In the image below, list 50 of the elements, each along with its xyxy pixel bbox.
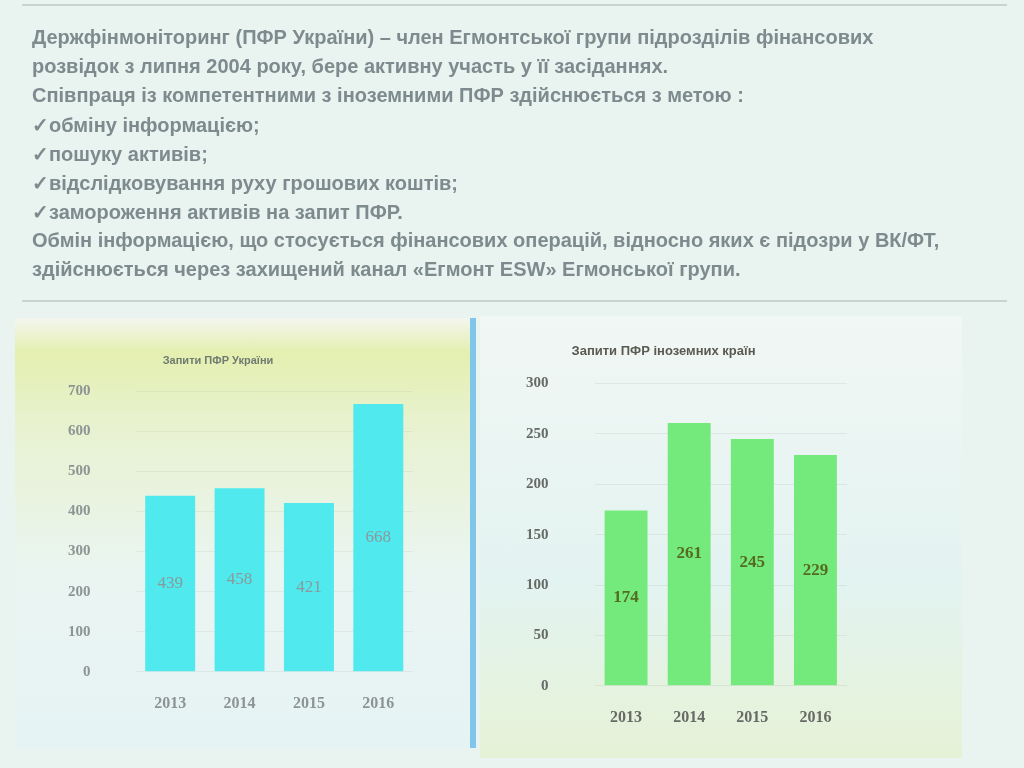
text: ✓пошуку активів;: [32, 142, 208, 166]
text: ✓відслідковування руху грошових коштів;: [32, 171, 459, 195]
x-tick-label: 2013: [154, 693, 187, 711]
bar: [730, 439, 774, 686]
x-tick-label: 2015: [292, 693, 325, 711]
x-tick-label: 2014: [223, 693, 256, 711]
y-tick-label: 100: [68, 622, 91, 639]
data-label: 668: [365, 527, 392, 547]
data-label: 174: [613, 587, 640, 607]
bar: [283, 503, 334, 672]
data-label: 439: [157, 573, 183, 593]
y-tick-label: 100: [526, 575, 549, 592]
y-tick-label: 0: [541, 676, 549, 693]
data-label: 229: [802, 559, 829, 579]
y-tick-label: 300: [526, 374, 549, 391]
y-tick-label: 200: [68, 582, 91, 599]
bar: [604, 510, 648, 686]
x-tick-label: 2013: [610, 707, 643, 725]
text: Держфінмоніторинг (ПФР України) – член Егмонтської групи підрозділів фінансових: [32, 26, 874, 49]
bar: [353, 404, 404, 672]
y-tick-label: 200: [526, 475, 549, 492]
x-tick-label: 2016: [799, 707, 832, 725]
bar: [145, 495, 196, 672]
y-tick-label: 700: [68, 382, 91, 399]
text: розвідок з липня 2004 року, бере активну участь у її засіданнях.: [32, 55, 669, 78]
x-tick-label: 2015: [736, 707, 769, 725]
chart-title: Запити ПФР іноземних країн: [571, 343, 756, 359]
text: Обмін інформацією, що стосується фінансових операцій, відносно яких є підозри у ВК/ФТ,: [32, 229, 940, 252]
chart-title: Запити ПФР України: [162, 353, 274, 366]
y-tick-label: 300: [68, 542, 91, 559]
y-tick-label: 50: [533, 626, 549, 643]
data-label: 245: [739, 551, 766, 571]
bar: [793, 455, 837, 686]
data-label: 458: [226, 569, 253, 589]
x-tick-label: 2014: [673, 707, 706, 725]
text: ✓замороження активів на запит ПФР.: [32, 200, 403, 224]
text: ✓обміну інформацією;: [32, 113, 260, 137]
y-tick-label: 150: [526, 525, 549, 542]
y-tick-label: 400: [68, 502, 91, 519]
data-label: 421: [296, 576, 322, 596]
y-tick-label: 500: [68, 462, 91, 479]
data-label: 261: [676, 543, 702, 563]
x-tick-label: 2016: [362, 693, 395, 711]
text: Співпраця із компетентними з іноземними ПФР здійснюється з метою :: [32, 84, 744, 107]
y-tick-label: 250: [526, 424, 549, 441]
y-tick-label: 0: [83, 662, 91, 679]
bar: [214, 488, 265, 672]
bar: [667, 422, 711, 686]
y-tick-label: 600: [68, 422, 91, 439]
text: здійснюється через захищений канал «Егмонт ESW» Егмонської групи.: [32, 258, 741, 281]
